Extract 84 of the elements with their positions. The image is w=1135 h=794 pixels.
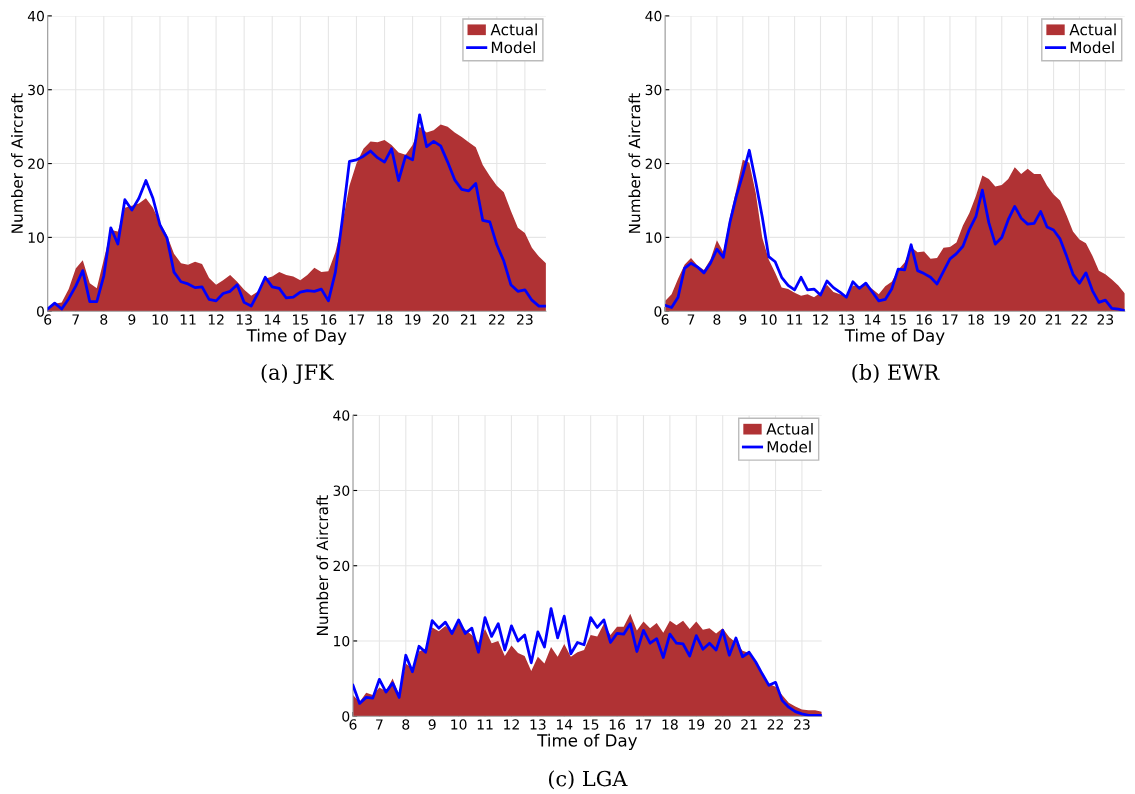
y-tick-label: 10 <box>28 232 44 243</box>
x-tick-label: 13 <box>236 314 252 325</box>
x-tick-label: 9 <box>428 719 436 730</box>
x-tick-label: 15 <box>890 314 906 325</box>
x-tick-label: 17 <box>942 314 958 325</box>
legend-label: Model <box>1070 41 1114 54</box>
y-tick-label: 10 <box>646 232 662 243</box>
x-tick-label: 15 <box>293 314 308 325</box>
x-tick-label: 14 <box>556 719 573 730</box>
y-tick-label: 0 <box>654 306 662 317</box>
x-tick-label: 7 <box>72 314 79 325</box>
x-tick-label: 9 <box>128 314 136 325</box>
x-tick-label: 14 <box>864 314 881 325</box>
y-tick-label: 40 <box>645 10 662 22</box>
y-tick-label: 30 <box>645 84 662 96</box>
x-tick-label: 18 <box>377 314 393 325</box>
y-tick-label: 0 <box>36 306 44 317</box>
x-tick-label: 13 <box>530 719 546 730</box>
legend-label: Actual <box>766 422 813 435</box>
text: (b) EWR <box>852 363 940 383</box>
x-tick-label: 20 <box>1019 314 1036 325</box>
x-tick-label: 23 <box>517 314 533 325</box>
text: (a) JFK <box>261 363 334 385</box>
x-tick-label: 12 <box>208 314 224 325</box>
x-tick-label: 18 <box>662 719 678 730</box>
x-tick-label: 11 <box>180 314 196 325</box>
x-axis-title: Time of Day <box>844 328 945 345</box>
legend-label: Actual <box>490 23 537 36</box>
x-tick-label: 14 <box>264 314 281 325</box>
x-tick-label: 19 <box>994 314 1010 325</box>
x-tick-label: 11 <box>477 719 493 730</box>
x-tick-label: 6 <box>661 314 669 325</box>
x-tick-label: 17 <box>349 314 365 325</box>
x-tick-label: 21 <box>460 314 477 325</box>
x-tick-label: 16 <box>609 719 626 730</box>
legend-label: Model <box>491 41 535 54</box>
x-tick-label: 19 <box>688 719 705 730</box>
x-tick-label: 10 <box>761 314 777 325</box>
x-tick-label: 10 <box>451 719 467 730</box>
x-tick-label: 6 <box>44 314 52 325</box>
y-tick-label: 30 <box>333 485 350 496</box>
x-tick-label: 11 <box>787 314 803 325</box>
x-tick-label: 12 <box>504 719 519 730</box>
x-tick-label: 23 <box>794 719 810 730</box>
x-tick-label: 22 <box>767 719 783 730</box>
y-axis-title: Number of Aircraft <box>316 495 329 636</box>
x-tick-label: 8 <box>402 719 410 730</box>
y-tick-label: 10 <box>334 635 350 647</box>
x-axis-title: Time of Day <box>537 733 638 750</box>
y-axis-title: Number of Aircraft <box>11 93 23 233</box>
x-tick-label: 7 <box>687 314 695 325</box>
y-tick-label: 20 <box>333 560 350 572</box>
x-tick-label: 21 <box>1045 314 1062 325</box>
x-tick-label: 20 <box>432 314 449 325</box>
x-axis-title: Time of Day <box>246 328 347 345</box>
x-tick-label: 15 <box>583 719 599 730</box>
x-tick-label: 16 <box>321 314 337 325</box>
y-axis-title: Number of Aircraft <box>628 93 641 233</box>
legend-label: Model <box>767 440 811 453</box>
x-tick-label: 13 <box>839 314 855 325</box>
x-tick-label: 8 <box>713 314 721 325</box>
x-tick-label: 8 <box>100 314 108 325</box>
y-tick-label: 20 <box>645 158 662 170</box>
x-tick-label: 16 <box>916 314 933 325</box>
y-tick-label: 40 <box>27 10 44 22</box>
y-tick-label: 40 <box>333 410 350 421</box>
x-tick-label: 6 <box>349 719 357 730</box>
x-tick-label: 22 <box>488 314 505 325</box>
text: (c) LGA <box>548 770 628 790</box>
y-tick-label: 30 <box>28 84 44 96</box>
x-tick-label: 12 <box>813 314 828 325</box>
x-tick-label: 10 <box>152 314 168 325</box>
legend-label: Actual <box>1069 23 1116 36</box>
y-tick-label: 20 <box>28 158 44 170</box>
y-tick-label: 0 <box>342 711 350 722</box>
x-tick-label: 21 <box>741 719 757 730</box>
x-tick-label: 20 <box>714 719 731 730</box>
x-tick-label: 7 <box>376 719 383 730</box>
x-tick-label: 22 <box>1071 314 1087 325</box>
x-tick-label: 23 <box>1097 314 1114 325</box>
x-tick-label: 19 <box>405 314 421 325</box>
x-tick-label: 17 <box>636 719 652 730</box>
x-tick-label: 9 <box>739 314 747 325</box>
x-tick-label: 18 <box>968 314 984 325</box>
